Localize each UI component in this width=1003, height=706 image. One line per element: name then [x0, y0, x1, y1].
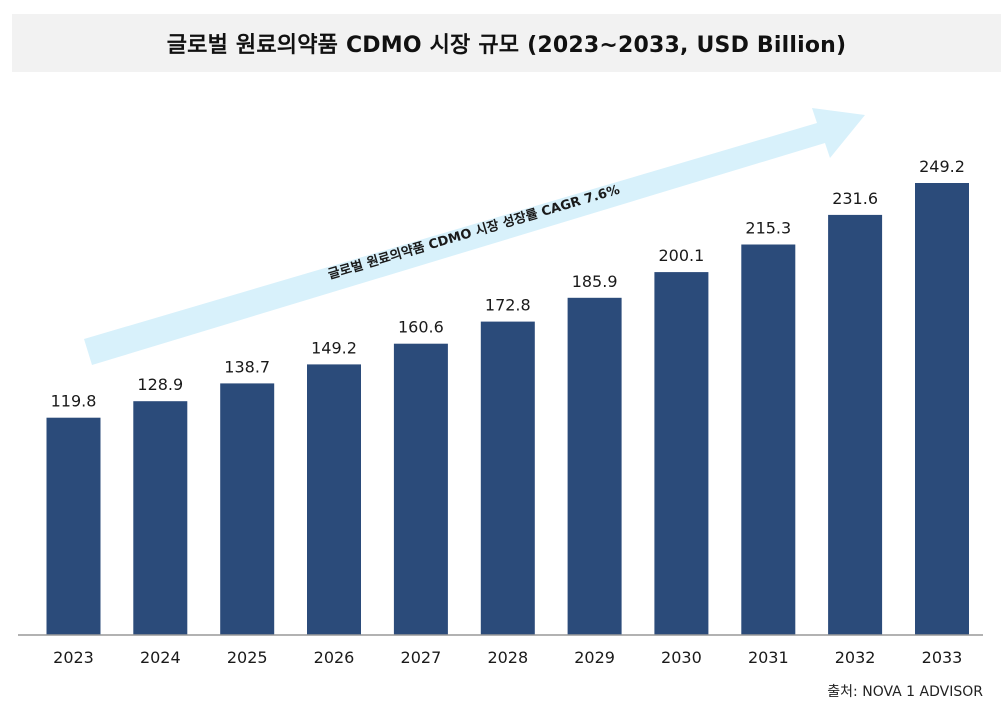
- bar-2032: [828, 214, 883, 635]
- data-label-2025: 138.7: [224, 357, 270, 376]
- x-tick-label-2029: 2029: [574, 648, 615, 667]
- bar-2027: [393, 343, 448, 635]
- bar-2031: [741, 244, 796, 635]
- data-label-2031: 215.3: [745, 219, 791, 238]
- bar-2024: [133, 401, 188, 635]
- x-tick-label-2033: 2033: [922, 648, 963, 667]
- x-tick-label-2023: 2023: [53, 648, 94, 667]
- source-note: 출처: NOVA 1 ADVISOR: [827, 684, 983, 700]
- x-tick-label-2028: 2028: [487, 648, 528, 667]
- data-label-2024: 128.9: [137, 375, 183, 394]
- data-label-2023: 119.8: [51, 392, 97, 411]
- bar-2029: [567, 297, 622, 635]
- data-label-2028: 172.8: [485, 296, 531, 315]
- data-label-2026: 149.2: [311, 338, 357, 357]
- bar-2033: [915, 183, 969, 635]
- x-tick-label-2030: 2030: [661, 648, 702, 667]
- chart-title: 글로벌 원료의약품 CDMO 시장 규모 (2023~2033, USD Bil…: [166, 33, 847, 58]
- bar-2026: [307, 364, 361, 635]
- data-label-2029: 185.9: [572, 272, 618, 291]
- data-label-2030: 200.1: [658, 246, 704, 265]
- bar-2028: [480, 321, 535, 635]
- bar-2025: [220, 383, 275, 635]
- data-label-2033: 249.2: [919, 157, 965, 176]
- x-tick-label-2027: 2027: [401, 648, 442, 667]
- title-bar: 글로벌 원료의약품 CDMO 시장 규모 (2023~2033, USD Bil…: [12, 14, 1001, 72]
- x-tick-label-2024: 2024: [140, 648, 181, 667]
- cagr-arrow: [84, 108, 865, 365]
- data-label-2032: 231.6: [832, 189, 878, 208]
- x-tick-label-2031: 2031: [748, 648, 789, 667]
- x-tick-label-2026: 2026: [314, 648, 355, 667]
- bar-2023: [46, 417, 101, 635]
- bar-2030: [654, 272, 709, 635]
- x-tick-label-2032: 2032: [835, 648, 876, 667]
- cagr-annotation: 글로벌 원료의약품 CDMO 시장 성장률 CAGR 7.6%: [326, 182, 621, 283]
- data-label-2027: 160.6: [398, 318, 444, 337]
- x-tick-label-2025: 2025: [227, 648, 268, 667]
